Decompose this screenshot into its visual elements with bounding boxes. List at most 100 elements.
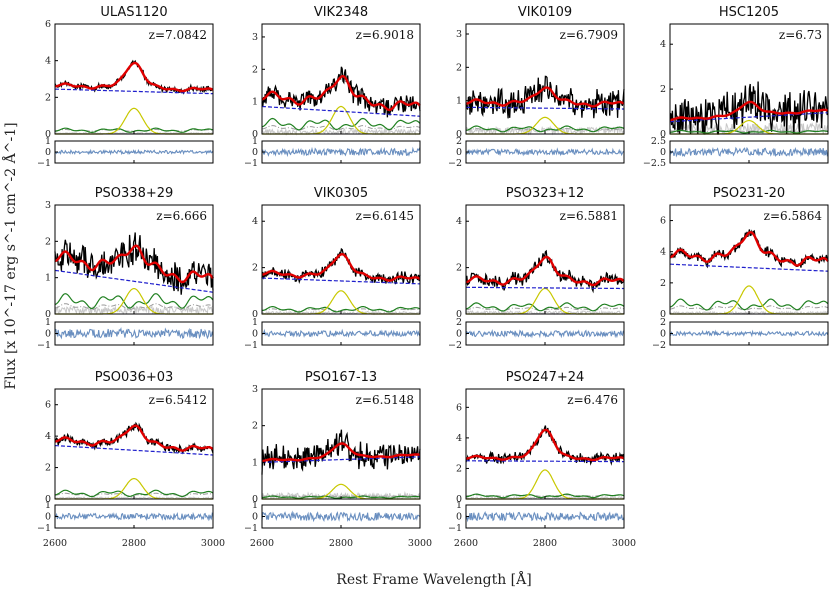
- balmer-continuum-line: [466, 494, 625, 497]
- residual-spectrum: [669, 329, 829, 338]
- x-tick-label: 2800: [329, 538, 353, 549]
- redshift-label: z=6.5864: [764, 209, 823, 223]
- feii-template: [261, 306, 421, 313]
- total-model: [669, 231, 829, 267]
- redshift-label: z=6.6145: [356, 209, 414, 223]
- y-tick-label: 1: [252, 457, 258, 468]
- y-tick-label: 1: [45, 273, 51, 284]
- balmer-continuum-line: [670, 129, 829, 132]
- y-tick-label: 4: [660, 39, 666, 50]
- y-tick-label: 4: [45, 56, 51, 67]
- balmer-continuum-line: [261, 125, 421, 131]
- feii-template: [669, 298, 829, 311]
- observed-spectrum: [261, 66, 421, 118]
- feii-template: [261, 117, 421, 131]
- residual-tick-label: −2.5: [643, 158, 666, 169]
- y-tick-label: 2: [456, 62, 462, 73]
- y-tick-label: 2: [660, 278, 666, 289]
- residual-tick-label: 0: [456, 329, 462, 340]
- residual-tick-label: 2.5: [651, 136, 666, 147]
- residual-tick-label: 0: [252, 147, 258, 158]
- residual-tick-label: −1: [37, 158, 51, 169]
- y-tick-label: 2: [252, 64, 258, 75]
- panel-title: PSO167-13: [305, 370, 377, 385]
- residual-tick-label: 2: [660, 317, 666, 328]
- y-tick-label: 0: [45, 309, 51, 320]
- residual-spectrum: [465, 147, 625, 157]
- residual-tick-label: 0: [45, 512, 51, 523]
- panel-title: PSO338+29: [95, 186, 174, 201]
- panel-title: PSO323+12: [506, 186, 585, 201]
- residual-spectrum: [465, 328, 625, 339]
- y-tick-label: 4: [45, 431, 51, 442]
- observed-spectrum: [670, 229, 829, 269]
- balmer-continuum-line: [261, 495, 421, 498]
- residual-tick-label: 0: [660, 329, 666, 340]
- continuum-fit: [466, 106, 624, 110]
- residual-spectrum: [261, 510, 421, 523]
- balmer-continuum-line: [466, 306, 625, 312]
- residual-tick-label: 0: [660, 147, 666, 158]
- y-tick-label: 1: [252, 97, 258, 108]
- residual-tick-label: 1: [45, 500, 51, 511]
- total-model: [465, 86, 625, 108]
- panel-title: VIK0109: [518, 5, 572, 20]
- x-axis-label: Rest Frame Wavelength [Å]: [336, 570, 531, 588]
- panel-title: PSO247+24: [506, 370, 585, 385]
- redshift-label: z=6.5412: [149, 393, 207, 407]
- y-tick-label: 0: [456, 129, 462, 140]
- residual-tick-label: 0: [456, 147, 462, 158]
- x-tick-label: 3000: [408, 538, 432, 549]
- y-axis-label: Flux [x 10^-17 erg s^-1 cm^-2 Å^-1]: [1, 122, 19, 389]
- redshift-label: z=6.5148: [356, 393, 414, 407]
- redshift-label: z=6.9018: [356, 28, 414, 42]
- redshift-label: z=7.0842: [149, 28, 207, 42]
- residual-spectrum: [54, 327, 214, 340]
- y-tick-label: 3: [252, 32, 258, 43]
- residual-tick-label: −1: [244, 523, 258, 534]
- total-model: [261, 252, 421, 282]
- residual-tick-label: −2: [448, 340, 462, 351]
- continuum-fit: [262, 277, 421, 285]
- panel-title: PSO036+03: [95, 370, 174, 385]
- y-tick-label: 4: [456, 216, 462, 227]
- continuum-fit: [670, 263, 829, 272]
- panel-title: ULAS1120: [100, 5, 167, 20]
- y-tick-label: 0: [456, 494, 462, 505]
- balmer-continuum-line: [54, 303, 214, 311]
- residual-spectrum: [669, 146, 829, 158]
- panel-title: PSO231-20: [713, 186, 785, 201]
- y-tick-label: 6: [660, 216, 666, 227]
- total-model: [261, 442, 421, 463]
- y-tick-label: 3: [456, 29, 462, 40]
- y-tick-label: 0: [45, 494, 51, 505]
- residual-tick-label: −1: [244, 340, 258, 351]
- residual-tick-label: −1: [244, 158, 258, 169]
- x-tick-label: 2800: [533, 538, 557, 549]
- residual-tick-label: 2: [456, 136, 462, 147]
- y-tick-label: 3: [252, 384, 258, 395]
- observed-spectrum: [465, 75, 625, 119]
- residual-tick-label: 1: [45, 317, 51, 328]
- x-tick-label: 2600: [43, 538, 67, 549]
- y-tick-label: 2: [252, 421, 258, 432]
- y-tick-label: 2: [45, 92, 51, 103]
- continuum-fit: [55, 445, 213, 456]
- redshift-label: z=6.5881: [560, 209, 618, 223]
- residual-tick-label: 1: [252, 136, 258, 147]
- y-tick-label: 2: [660, 84, 666, 95]
- mgii-line-fit: [55, 478, 213, 500]
- redshift-label: z=6.73: [779, 28, 822, 42]
- y-tick-label: 4: [660, 247, 666, 258]
- total-model: [465, 255, 625, 287]
- y-tick-label: 3: [45, 200, 51, 211]
- redshift-label: z=6.7909: [560, 28, 618, 42]
